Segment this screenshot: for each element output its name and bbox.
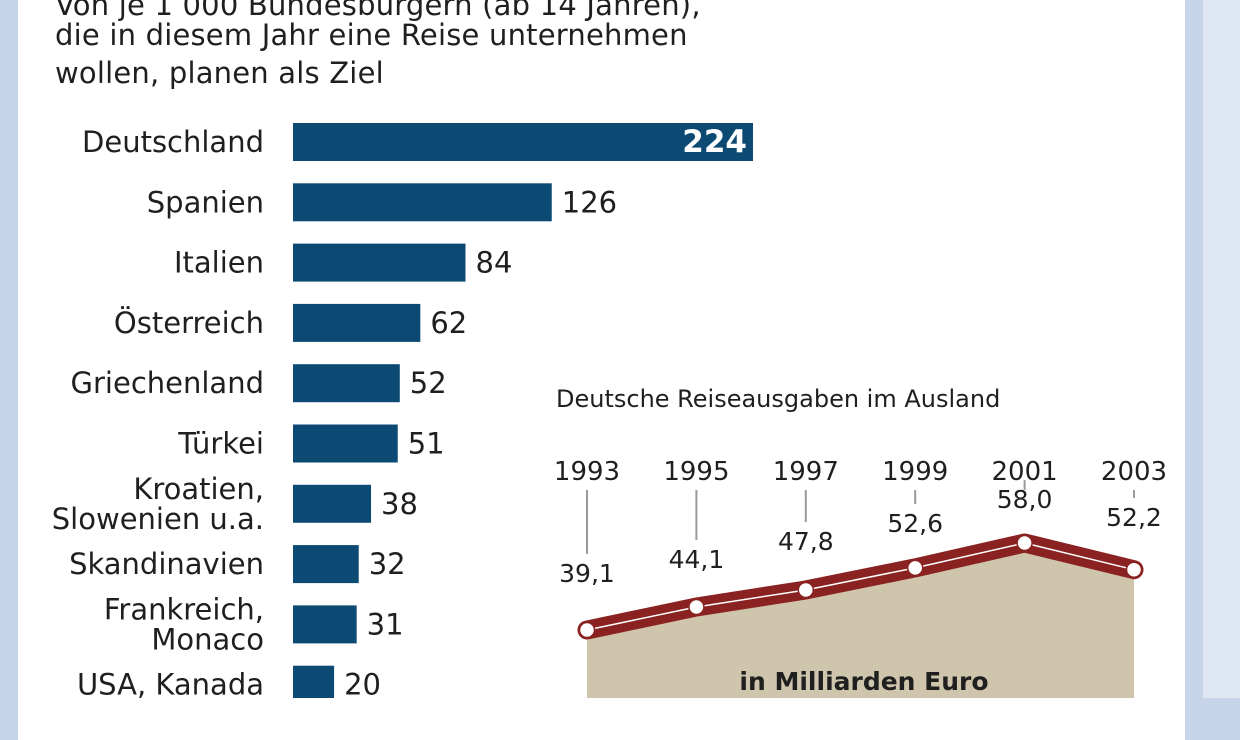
bar-label-0: Deutschland (82, 125, 264, 159)
bar-value-7: 32 (369, 547, 406, 581)
bar-chart: 224 Deutschland 126 Spanien 84 Italien 62 Öster… (52, 123, 753, 698)
bar-value-2: 84 (476, 246, 513, 280)
point-marker-2 (797, 581, 815, 599)
point-marker-4 (1016, 534, 1033, 552)
bar-label-7: Skandinavien (69, 547, 264, 581)
line-chart-title: Deutsche Reiseausgaben im Ausland (556, 385, 1000, 413)
bar-4 (293, 364, 400, 403)
bar-value-6: 38 (381, 487, 418, 521)
bar-3 (293, 303, 421, 342)
subtitle-line-3: wollen, planen als Ziel (55, 56, 384, 90)
point-value-4: 58,0 (997, 485, 1053, 514)
unit-label: in Milliarden Euro (739, 667, 988, 696)
point-marker-5 (1125, 561, 1143, 578)
point-value-5: 52,2 (1106, 503, 1162, 532)
bar-value-5: 51 (408, 427, 445, 461)
bar-value-1: 126 (562, 185, 617, 219)
point-marker-1 (688, 598, 705, 616)
bar-5 (293, 424, 398, 463)
year-label-1: 1995 (663, 457, 729, 487)
bar-label-6-1: Slowenien u.a. (52, 502, 264, 536)
bar-label-6-0: Kroatien, (133, 472, 264, 506)
year-label-5: 2003 (1101, 457, 1167, 487)
point-marker-3 (906, 559, 924, 577)
bar-label-8-0: Frankreich, (104, 592, 264, 626)
year-label-3: 1999 (882, 457, 948, 487)
point-marker-0 (578, 621, 596, 639)
point-value-2: 47,8 (778, 527, 834, 556)
subtitle-line-1: Von je 1 000 Bundesbürgern (ab 14 Jahren… (55, 0, 701, 22)
point-value-3: 52,6 (887, 509, 943, 538)
area-chart: 199339,1199544,1199747,8199952,6200158,0… (554, 385, 1167, 698)
bar-7 (293, 545, 359, 584)
bar-9 (293, 665, 335, 698)
series-line-highlight (586, 542, 1135, 631)
bar-1 (293, 183, 552, 222)
bar-value-4: 52 (410, 366, 447, 400)
bar-label-4: Griechenland (71, 366, 264, 400)
bar-label-3: Österreich (114, 306, 264, 340)
year-label-2: 1997 (773, 457, 839, 487)
bar-value-3: 62 (430, 306, 467, 340)
bar-value-8: 31 (367, 607, 404, 641)
bar-value-0: 224 (682, 124, 747, 160)
bar-label-9: USA, Kanada (77, 668, 264, 698)
bar-0 (293, 123, 753, 161)
year-label-0: 1993 (554, 457, 620, 487)
bar-label-8-1: Monaco (151, 622, 264, 656)
bar-label-2: Italien (174, 246, 264, 280)
bar-2 (293, 243, 466, 282)
subtitle-line-2: die in diesem Jahr eine Reise unternehme… (55, 18, 688, 52)
point-value-0: 39,1 (559, 559, 615, 588)
right-strip (1203, 0, 1240, 698)
bar-label-5: Türkei (177, 427, 264, 461)
bar-label-1: Spanien (147, 185, 264, 219)
bar-8 (293, 605, 357, 644)
area-fill (587, 543, 1134, 698)
bar-value-9: 20 (344, 668, 381, 698)
point-value-1: 44,1 (669, 545, 725, 574)
bar-6 (293, 484, 372, 523)
